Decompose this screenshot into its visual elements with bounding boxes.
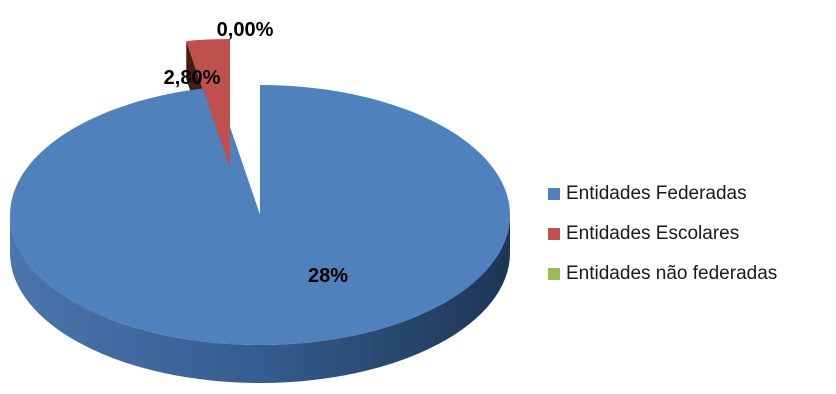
pie-slice-entidades-escolares — [186, 39, 230, 169]
legend-swatch — [548, 228, 560, 240]
pie-slice-entidades-federadas — [10, 85, 511, 345]
legend-item-escolares: Entidades Escolares — [548, 220, 777, 248]
pie-slice-wall — [10, 215, 510, 383]
legend-item-federadas: Entidades Federadas — [548, 180, 777, 208]
pie-tops — [10, 39, 511, 345]
data-label-1: 2,80% — [164, 67, 221, 89]
legend-label: Entidades não federadas — [566, 263, 778, 284]
legend-item-nao-federadas: Entidades não federadas — [548, 260, 777, 288]
legend-label: Entidades Escolares — [566, 223, 740, 244]
legend-swatch — [548, 188, 560, 200]
data-label-2: 0,00% — [217, 19, 274, 41]
data-label-0: 28% — [308, 265, 348, 287]
legend-label: Entidades Federadas — [566, 183, 747, 204]
pie-labels: 28% 2,80% 0,00% — [164, 19, 349, 287]
legend-swatch — [548, 268, 560, 280]
legend: Entidades Federadas Entidades Escolares … — [548, 180, 777, 300]
